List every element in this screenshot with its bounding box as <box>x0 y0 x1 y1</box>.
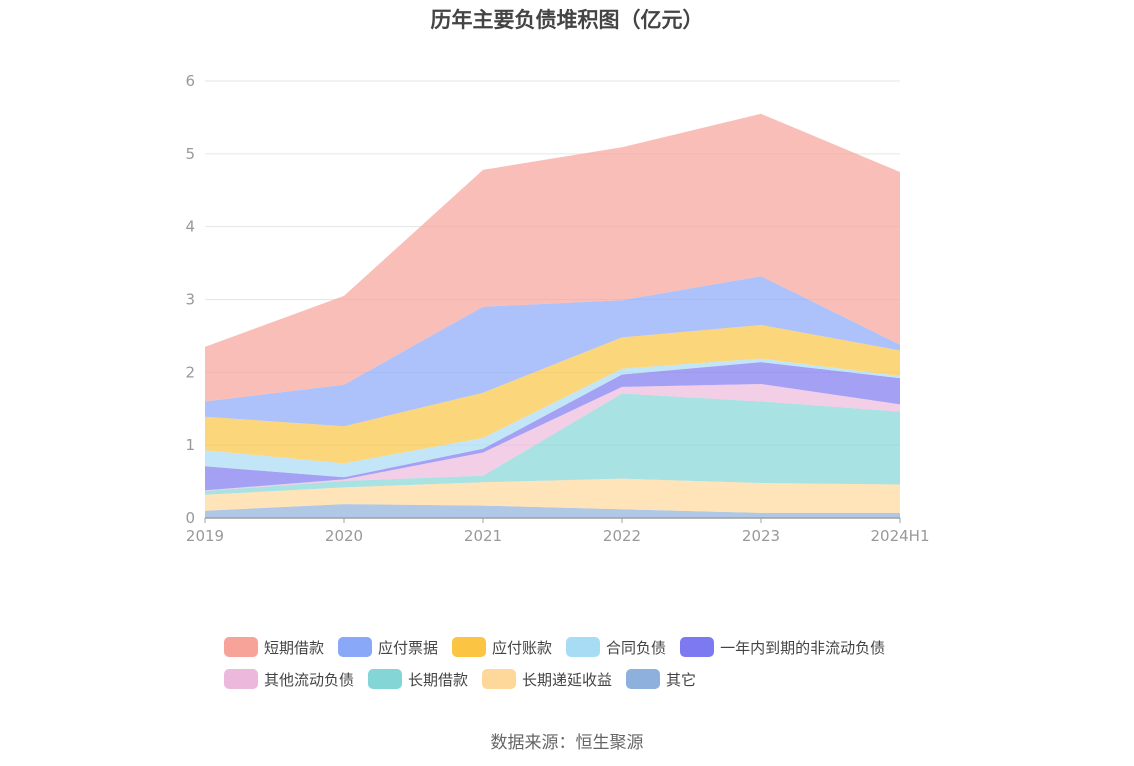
legend-label: 其他流动负债 <box>264 670 355 689</box>
legend-item-current-portion-noncurrent[interactable]: 一年内到期的非流动负债 <box>680 637 885 658</box>
legend-label: 长期借款 <box>408 670 469 689</box>
legend-item-accounts-payable[interactable]: 应付账款 <box>452 637 552 658</box>
legend-label: 应付票据 <box>378 638 439 657</box>
legend-row-1: 短期借款 应付票据 应付账款 合同负债 一年内到期的非流动负债 <box>224 631 944 663</box>
x-tick-label-2019: 2019 <box>186 527 224 545</box>
legend-swatch <box>452 637 487 657</box>
x-tick-label-2024H1: 2024H1 <box>871 527 930 545</box>
data-source: 数据来源：恒生聚源 <box>490 733 644 753</box>
x-tick-label-2022: 2022 <box>603 527 641 545</box>
legend-label: 其它 <box>666 670 697 689</box>
legend-swatch <box>566 637 601 657</box>
area-series-4 <box>205 362 900 491</box>
area-series-3 <box>205 383 900 492</box>
legend-item-deferred-income[interactable]: 长期递延收益 <box>482 669 612 690</box>
legend-item-notes-payable[interactable]: 应付票据 <box>338 637 438 658</box>
y-tick-label-4: 4 <box>185 218 195 236</box>
x-tick-label-2021: 2021 <box>464 527 502 545</box>
area-series-8 <box>205 113 900 402</box>
legend-swatch <box>224 637 258 657</box>
legend-swatch <box>680 637 715 657</box>
legend-swatch <box>368 669 403 689</box>
legend-item-contract-liabilities[interactable]: 合同负债 <box>566 637 666 658</box>
legend-label: 应付账款 <box>492 638 553 657</box>
legend-item-other[interactable]: 其它 <box>626 669 696 690</box>
legend-label: 一年内到期的非流动负债 <box>720 638 886 657</box>
area-layer <box>205 113 900 518</box>
legend-row-2: 其他流动负债 长期借款 长期递延收益 其它 <box>224 663 944 695</box>
y-tick-label-3: 3 <box>185 291 195 309</box>
legend-swatch <box>224 669 258 689</box>
area-series-7 <box>205 276 900 427</box>
x-tick-label-2020: 2020 <box>325 527 363 545</box>
y-tick-label-0: 0 <box>185 509 195 527</box>
y-tick-label-1: 1 <box>185 436 195 454</box>
area-series-6 <box>205 324 900 464</box>
area-series-0 <box>205 504 900 518</box>
y-tick-label-6: 6 <box>185 72 195 90</box>
legend-swatch <box>338 637 373 657</box>
legend-label: 长期递延收益 <box>522 670 613 689</box>
y-tick-label-5: 5 <box>185 145 195 163</box>
chart-title: 历年主要负债堆积图（亿元） <box>430 8 704 32</box>
y-tick-label-2: 2 <box>185 363 195 381</box>
legend-swatch <box>482 669 517 689</box>
area-series-5 <box>205 358 900 478</box>
legend-swatch <box>626 669 661 689</box>
legend-item-long-term-loans[interactable]: 长期借款 <box>368 669 468 690</box>
legend: 短期借款 应付票据 应付账款 合同负债 一年内到期的非流动负债 其他流动负债 长… <box>224 631 944 695</box>
x-tick-label-2023: 2023 <box>742 527 780 545</box>
stacked-area-chart: 0 1 2 3 4 5 6 2019 2020 2021 2022 2023 2024H1 <box>185 72 929 545</box>
area-series-2 <box>205 393 900 495</box>
legend-label: 合同负债 <box>606 638 667 657</box>
legend-label: 短期借款 <box>264 638 325 657</box>
legend-item-short-term-loans[interactable]: 短期借款 <box>224 637 324 658</box>
axis-layer: 0 1 2 3 4 5 6 2019 2020 2021 2022 2023 2024H1 <box>185 72 929 545</box>
area-series-1 <box>205 478 900 513</box>
legend-item-other-current-liabilities[interactable]: 其他流动负债 <box>224 669 354 690</box>
